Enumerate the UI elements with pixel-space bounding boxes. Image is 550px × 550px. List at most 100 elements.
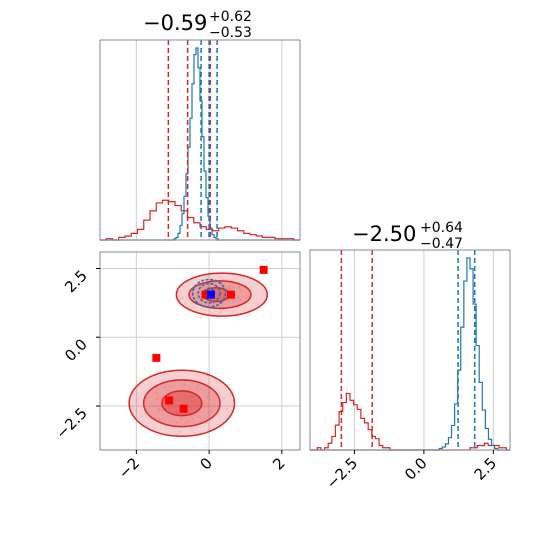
scatter-sample-point xyxy=(199,284,202,287)
scatter-sample-point xyxy=(167,405,170,407)
scatter-sample-point xyxy=(179,419,182,422)
scatter-sample-point xyxy=(173,399,176,402)
hist2-x-tick-label: −2.5 xyxy=(323,454,361,492)
scatter-x-tick-label: −2 xyxy=(115,454,143,482)
scatter-sample-point xyxy=(238,286,240,288)
scatter-sample-point xyxy=(176,412,178,415)
scatter-sample-point xyxy=(160,409,163,411)
hist2-title-upper: +0.64 xyxy=(420,220,463,236)
scatter-sample-point xyxy=(226,408,228,410)
scatter-red-marker xyxy=(179,404,188,413)
hist1-title-value: −0.59 xyxy=(143,11,207,35)
hist2-title: −2.50 +0.64 −0.47 xyxy=(352,220,463,252)
hist2-title-lower: −0.47 xyxy=(420,236,463,252)
scatter-sample-point xyxy=(227,300,229,302)
scatter-red-marker xyxy=(259,265,268,274)
scatter-sample-point xyxy=(212,299,214,301)
scatter-sample-point xyxy=(176,421,179,424)
scatter-y-tick-label: 0.0 xyxy=(61,335,91,365)
scatter-sample-point xyxy=(187,411,190,413)
hist2-x-ticks: −2.5 0.0 2.5 xyxy=(323,450,500,493)
hist-param2-panel: −2.5 0.0 2.5 xyxy=(309,249,511,493)
scatter-sample-point xyxy=(181,296,183,299)
scatter-sample-point xyxy=(179,430,182,433)
hist2-frame xyxy=(309,249,511,451)
scatter-y-ticks: −2.5 0.0 2.5 xyxy=(52,267,100,443)
scatter-sample-point xyxy=(200,293,202,295)
scatter-sample-point xyxy=(169,406,171,408)
scatter-sample-point xyxy=(196,297,199,299)
scatter-sample-point xyxy=(199,402,202,404)
scatter-red-contours xyxy=(128,272,269,437)
hist2-red-histogram xyxy=(310,392,510,451)
scatter-sample-point xyxy=(158,418,160,420)
scatter-sample-point xyxy=(178,299,181,301)
scatter-sample-point xyxy=(195,401,197,403)
scatter-blue-marker xyxy=(206,290,215,299)
scatter-blue-contour xyxy=(197,282,221,304)
scatter-sample-point xyxy=(204,386,207,389)
scatter-sample-point xyxy=(217,294,220,296)
hist1-title-lower: −0.53 xyxy=(209,25,252,41)
scatter-sample-point xyxy=(175,433,178,435)
scatter-red-marker xyxy=(201,290,210,299)
scatter-sample-point xyxy=(172,405,174,408)
scatter-sample-point xyxy=(175,411,178,413)
hist1-title-upper: +0.62 xyxy=(209,9,252,25)
scatter-sample-point xyxy=(189,395,191,398)
hist2-background xyxy=(310,250,510,450)
scatter-sample-point xyxy=(156,391,158,394)
scatter-blue-contour xyxy=(191,278,227,308)
scatter-sample-point xyxy=(172,411,174,414)
scatter-sample-point xyxy=(190,400,193,402)
scatter-sample-point xyxy=(156,404,159,406)
scatter-sample-point xyxy=(228,287,230,290)
scatter-red-marker xyxy=(152,353,161,362)
scatter-red-marker xyxy=(165,396,174,405)
hist1-title: −0.59 +0.62 −0.53 xyxy=(143,9,252,41)
scatter-sample-point xyxy=(236,296,239,299)
scatter-red-contour xyxy=(142,379,221,428)
scatter-panel: −2 0 2 −2.5 0.0 2.5 xyxy=(52,251,301,482)
scatter-sample-point xyxy=(164,386,167,389)
scatter-grid xyxy=(100,252,300,450)
scatter-sample-point xyxy=(199,316,202,318)
scatter-sample-point xyxy=(212,302,215,305)
hist2-quantile-lines xyxy=(340,250,476,450)
scatter-sample-point xyxy=(165,408,168,410)
scatter-red-marker xyxy=(226,290,235,299)
scatter-sample-point xyxy=(189,406,191,409)
hist1-frame xyxy=(99,39,301,241)
scatter-sample-point xyxy=(191,295,193,297)
scatter-sample-point xyxy=(196,387,198,390)
scatter-markers xyxy=(152,265,268,413)
hist-param1-panel xyxy=(99,39,301,241)
scatter-sample-point xyxy=(183,422,186,425)
hist1-red-histogram xyxy=(100,199,300,241)
scatter-sample-point xyxy=(208,398,210,401)
scatter-sample-point xyxy=(183,384,185,387)
scatter-sample-point xyxy=(192,417,194,420)
scatter-sample-point xyxy=(187,420,189,423)
scatter-x-tick-label: 0 xyxy=(196,454,215,473)
scatter-frame xyxy=(99,251,301,451)
scatter-sample-point xyxy=(184,394,186,397)
scatter-sample-point xyxy=(191,395,194,398)
hist2-x-tick-label: 0.0 xyxy=(401,454,431,484)
scatter-sample-point xyxy=(190,415,193,417)
scatter-sample-point xyxy=(206,396,208,399)
scatter-sample-point xyxy=(219,311,222,314)
scatter-sample-point xyxy=(207,391,210,394)
scatter-sample-point xyxy=(197,385,200,387)
scatter-sample-point xyxy=(179,394,182,396)
hist2-title-value: −2.50 xyxy=(352,222,416,246)
scatter-sample-point xyxy=(172,420,175,423)
scatter-sample-point xyxy=(194,414,197,417)
scatter-sample-point xyxy=(165,426,167,429)
scatter-y-tick-label: 2.5 xyxy=(61,267,91,297)
scatter-sample-point xyxy=(168,408,171,410)
scatter-sample-point xyxy=(157,396,159,399)
scatter-sample-point xyxy=(175,409,178,412)
hist1-quantile-lines xyxy=(167,40,218,240)
